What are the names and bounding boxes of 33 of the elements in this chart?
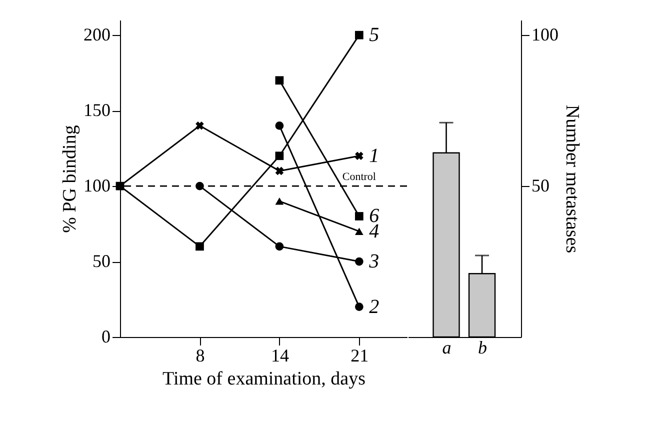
- point: [275, 152, 284, 160]
- x-tick-label: 21: [350, 346, 369, 366]
- y-tick-label: 200: [84, 24, 110, 45]
- point: [354, 302, 364, 311]
- point: [354, 212, 364, 220]
- x-tick-label: 8: [196, 346, 205, 366]
- point: [354, 30, 364, 40]
- point: [196, 122, 204, 130]
- point: [275, 76, 284, 85]
- series-label: 2: [369, 296, 380, 318]
- series-label: 5: [369, 24, 380, 46]
- ref-line-label: Control: [342, 171, 376, 184]
- point: [196, 242, 204, 251]
- y-axis-title: % PG binding: [60, 124, 80, 233]
- y-tick-label: 100: [84, 176, 110, 196]
- y2-axis-title: Number metastases: [562, 104, 582, 254]
- x-axis-title: Time of examination, days: [162, 368, 366, 390]
- y-tick-label: 150: [84, 100, 110, 120]
- series-label: 3: [368, 250, 380, 273]
- point: [275, 166, 284, 176]
- point: [354, 257, 364, 266]
- x-tick-label: a: [442, 338, 452, 358]
- y2-tick-label: 50: [532, 176, 550, 196]
- y-tick-label: 50: [92, 251, 110, 272]
- x-tick-label: 14: [270, 346, 289, 366]
- point: [275, 242, 284, 251]
- series-label: 1: [369, 144, 380, 167]
- point: [355, 152, 364, 160]
- point: [116, 182, 124, 190]
- y-tick-label: 0: [102, 326, 110, 346]
- x-tick-label: b: [478, 338, 488, 358]
- y2-tick-label: 100: [532, 24, 558, 45]
- point: [275, 121, 284, 130]
